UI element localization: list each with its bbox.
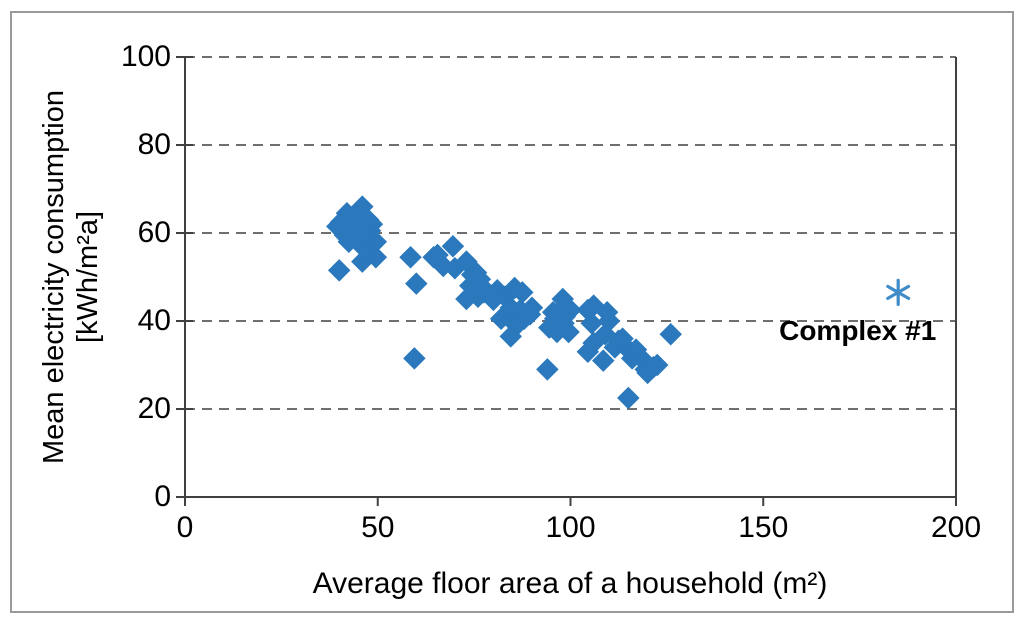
y-axis-title: Mean electricity consumption [kWh/m²a]	[37, 0, 105, 557]
x-tick-label-50: 50	[361, 511, 395, 544]
annotation-complex-1: Complex #1	[779, 315, 937, 347]
y-axis-title-line2: [kWh/m²a]	[72, 210, 104, 344]
y-tick-label-60: 60	[137, 216, 171, 249]
data-point-diamond	[405, 272, 428, 295]
data-point-diamond	[592, 349, 615, 372]
y-tick-label-80: 80	[137, 128, 171, 161]
data-point-diamond	[360, 212, 384, 236]
data-point-diamond	[617, 386, 640, 410]
y-tick-label-20: 20	[137, 392, 171, 425]
data-point-diamond	[576, 340, 600, 364]
data-point-diamond	[499, 325, 522, 348]
data-point-diamond	[645, 353, 669, 377]
data-point-diamond	[518, 303, 542, 326]
data-point-diamond	[441, 234, 465, 258]
x-tick-label-0: 0	[176, 511, 194, 544]
data-point-diamond	[557, 320, 580, 344]
data-point-diamond	[327, 259, 351, 282]
data-point-diamond	[399, 245, 422, 269]
data-point-diamond	[536, 358, 559, 381]
x-tick-label-100: 100	[545, 511, 596, 544]
data-point-asterisk-complex-1	[886, 284, 911, 300]
data-point-diamond	[580, 311, 603, 335]
y-tick-label-100: 100	[120, 40, 171, 73]
x-tick-label-150: 150	[738, 511, 789, 544]
data-point-diamond	[403, 347, 426, 370]
data-point-diamond	[364, 245, 388, 269]
data-point-diamond	[559, 298, 582, 322]
data-point-diamond	[364, 230, 388, 254]
y-tick-label-0: 0	[154, 480, 171, 513]
x-tick-label-200: 200	[930, 511, 982, 544]
x-axis-title: Average floor area of a household (m²)	[312, 567, 828, 600]
y-tick-label-40: 40	[137, 304, 171, 337]
data-point-diamond	[511, 281, 534, 304]
data-point-diamond	[659, 322, 682, 346]
y-axis-title-line1: Mean electricity consumption	[38, 90, 70, 464]
